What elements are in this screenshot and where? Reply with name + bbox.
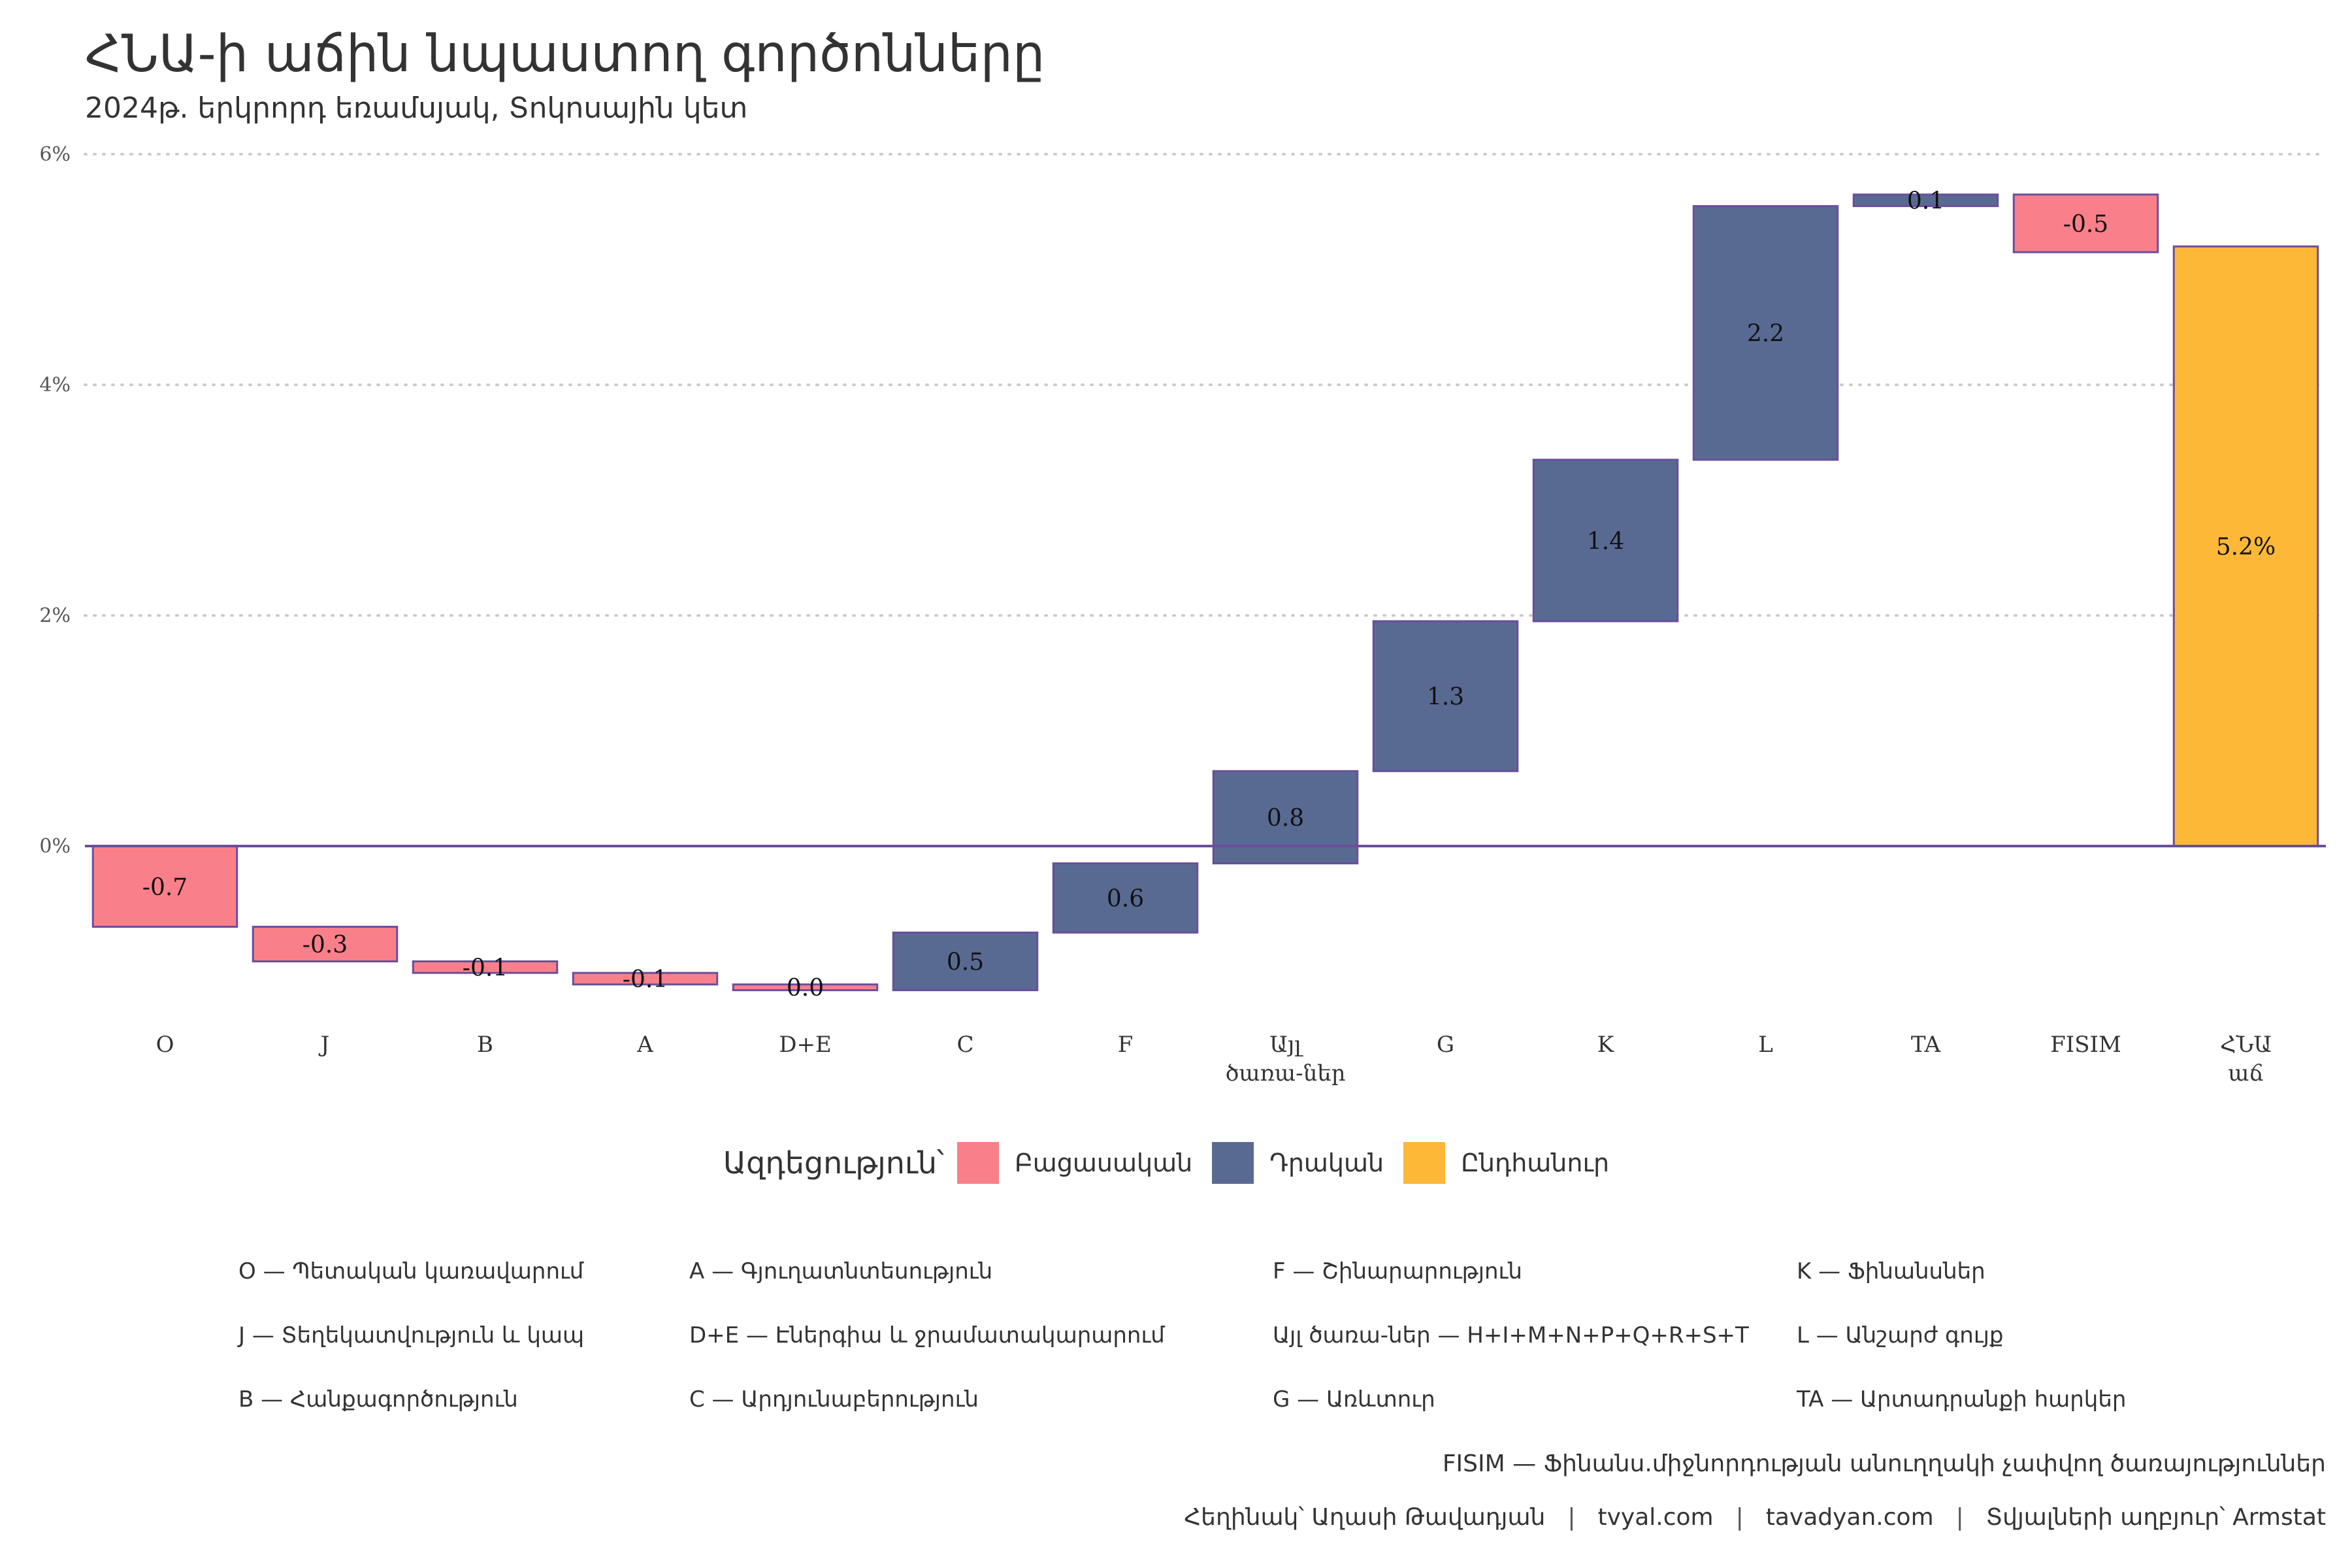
abbr-k: K — Ֆինանսներ bbox=[1797, 1258, 1985, 1284]
bar-4 bbox=[732, 983, 879, 992]
category-label: F bbox=[1118, 1032, 1134, 1058]
value-label: 2.2 bbox=[1747, 321, 1784, 348]
y-tick-label: 4% bbox=[39, 374, 71, 397]
value-label: 0.0 bbox=[787, 975, 824, 1002]
caption-site-tvyal[interactable]: tvyal.com bbox=[1597, 1504, 1714, 1531]
value-label: 1.4 bbox=[1587, 528, 1624, 555]
caption-separator: | bbox=[1735, 1504, 1744, 1531]
fisim-note: FISIM — Ֆինանս.միջնորդության անուղղակի չ… bbox=[1442, 1450, 2326, 1477]
category-label: G bbox=[1437, 1032, 1454, 1058]
y-tick-label: 2% bbox=[39, 604, 71, 627]
abbr-l: L — Անշարժ գույք bbox=[1797, 1322, 2004, 1348]
legend-label-total: Ընդհանուր bbox=[1461, 1149, 1610, 1177]
caption-separator: | bbox=[1955, 1504, 1964, 1531]
abbr-b: B — Հանքագործություն bbox=[238, 1386, 518, 1413]
bar-7 bbox=[1212, 770, 1359, 864]
value-label: -0.5 bbox=[2063, 211, 2108, 238]
legend-swatch-negative bbox=[956, 1142, 999, 1184]
bar-12 bbox=[2012, 193, 2159, 253]
bar-8 bbox=[1372, 620, 1519, 772]
bar-5 bbox=[892, 931, 1039, 992]
bar-2 bbox=[412, 960, 559, 974]
value-label: -0.7 bbox=[142, 874, 188, 901]
category-label: J bbox=[319, 1032, 330, 1058]
value-label: 0.6 bbox=[1107, 885, 1144, 912]
value-label: -0.1 bbox=[623, 966, 668, 993]
y-tick-label: 0% bbox=[39, 835, 71, 858]
value-label: -0.1 bbox=[463, 955, 508, 981]
value-label: 0.5 bbox=[947, 949, 984, 976]
bar-0 bbox=[91, 845, 238, 928]
category-label: L bbox=[1758, 1032, 1773, 1058]
legend: Ազդեցություն՝ Բացասական Դրական Ընդհանուր bbox=[0, 1137, 2352, 1189]
category-label: K bbox=[1597, 1032, 1614, 1058]
category-label: D+E bbox=[779, 1032, 832, 1058]
caption-site-tavadyan[interactable]: tavadyan.com bbox=[1765, 1504, 1934, 1531]
value-label: 0.8 bbox=[1267, 805, 1304, 832]
category-label: C bbox=[956, 1032, 973, 1058]
grid-layer bbox=[84, 153, 2327, 617]
waterfall-chart: 0% 2% 4% 6% -0.7 O -0.3 J -0.1 B -0.1 A 0.0 D+E 0.5 C 0.… bbox=[39, 143, 2327, 1086]
category-label: B bbox=[477, 1032, 493, 1058]
bar-1 bbox=[252, 926, 399, 963]
category-label: Այլ ծառա-ներ bbox=[1225, 1032, 1345, 1086]
category-label: O bbox=[156, 1032, 174, 1058]
value-label: 5.2% bbox=[2216, 534, 2276, 561]
bar-layer bbox=[85, 193, 2326, 992]
legend-label-positive: Դրական bbox=[1269, 1149, 1384, 1177]
caption-author: Հեղինակ՝ Աղասի Թավադյան bbox=[1184, 1504, 1546, 1531]
category-label: ՀՆԱ աճ bbox=[2220, 1032, 2272, 1086]
bar-9 bbox=[1532, 459, 1679, 623]
category-label: A bbox=[636, 1032, 653, 1058]
bar-10 bbox=[1692, 204, 1839, 461]
abbr-ta: TA — Արտադրանքի հարկեր bbox=[1797, 1386, 2127, 1413]
chart-title: ՀՆԱ-ի աճին նպաստող գործոնները bbox=[85, 25, 1045, 84]
category-label: TA bbox=[1911, 1032, 1941, 1058]
abbr-o: O — Պետական կառավարում bbox=[238, 1258, 584, 1284]
legend-label-negative: Բացասական bbox=[1014, 1149, 1193, 1177]
abbr-a: A — Գյուղատնտեսություն bbox=[689, 1258, 993, 1284]
abbr-c: C — Արդյունաբերություն bbox=[689, 1386, 979, 1413]
value-label: 0.1 bbox=[1907, 188, 1944, 215]
bar-13 bbox=[2172, 245, 2319, 847]
caption: Հեղինակ՝ Աղասի Թավադյան | tvyal.com | ta… bbox=[1184, 1504, 2326, 1531]
abbr-j: J — Տեղեկատվություն և կապ bbox=[238, 1322, 585, 1348]
legend-swatch-total bbox=[1403, 1142, 1446, 1184]
value-label: -0.3 bbox=[302, 932, 348, 958]
abbr-other: Այլ ծառա-ներ — H+I+M+N+P+Q+R+S+T bbox=[1273, 1322, 1749, 1348]
chart-subtitle: 2024թ. երկրորդ եռամսյակ, Տոկոսային կետ bbox=[85, 91, 748, 125]
caption-separator: | bbox=[1567, 1504, 1576, 1531]
bar-6 bbox=[1052, 862, 1199, 934]
abbr-de: D+E — Էներգիա և ջրամատակարարում bbox=[689, 1322, 1165, 1348]
label-layer: 0% 2% 4% 6% -0.7 O -0.3 J -0.1 B -0.1 A 0.0 D+E 0.5 C 0.… bbox=[39, 143, 2276, 1086]
y-tick-label: 6% bbox=[39, 143, 71, 166]
legend-title: Ազդեցություն՝ bbox=[723, 1145, 944, 1181]
value-label: 1.3 bbox=[1427, 684, 1464, 711]
category-label: FISIM bbox=[2050, 1032, 2121, 1058]
legend-swatch-positive bbox=[1212, 1142, 1254, 1184]
caption-source: Տվյալների աղբյուր՝ Armstat bbox=[1985, 1504, 2326, 1531]
bar-3 bbox=[572, 972, 719, 986]
bar-11 bbox=[1852, 193, 1999, 207]
abbr-g: G — Առևտուր bbox=[1273, 1386, 1435, 1413]
abbr-f: F — Շինարարություն bbox=[1273, 1258, 1522, 1284]
